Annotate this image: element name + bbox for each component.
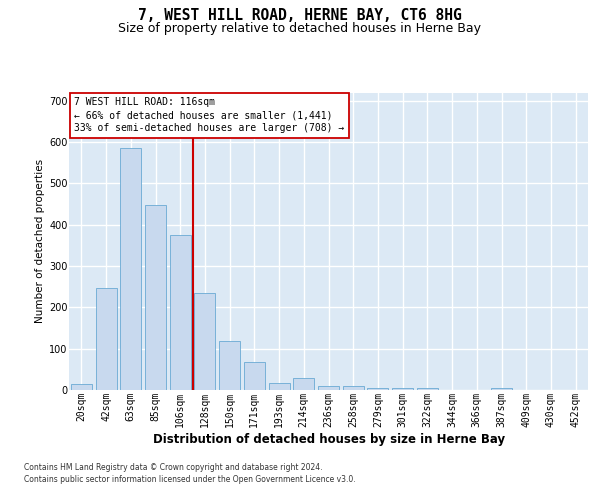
Text: Distribution of detached houses by size in Herne Bay: Distribution of detached houses by size … xyxy=(153,432,505,446)
Bar xyxy=(293,378,314,390)
Text: Size of property relative to detached houses in Herne Bay: Size of property relative to detached ho… xyxy=(119,22,482,35)
Text: 7 WEST HILL ROAD: 116sqm
← 66% of detached houses are smaller (1,441)
33% of sem: 7 WEST HILL ROAD: 116sqm ← 66% of detach… xyxy=(74,97,344,134)
Text: Contains public sector information licensed under the Open Government Licence v3: Contains public sector information licen… xyxy=(24,474,356,484)
Text: Contains HM Land Registry data © Crown copyright and database right 2024.: Contains HM Land Registry data © Crown c… xyxy=(24,464,323,472)
Bar xyxy=(269,382,290,390)
Bar xyxy=(367,388,388,390)
Bar xyxy=(194,293,215,390)
Bar xyxy=(491,388,512,390)
Bar xyxy=(392,388,413,390)
Bar xyxy=(318,386,339,390)
Text: 7, WEST HILL ROAD, HERNE BAY, CT6 8HG: 7, WEST HILL ROAD, HERNE BAY, CT6 8HG xyxy=(138,8,462,22)
Bar xyxy=(71,384,92,390)
Bar xyxy=(95,288,116,390)
Bar xyxy=(343,386,364,390)
Bar xyxy=(219,341,240,390)
Bar xyxy=(170,235,191,390)
Bar xyxy=(145,205,166,390)
Bar xyxy=(120,148,141,390)
Bar xyxy=(417,388,438,390)
Bar xyxy=(244,362,265,390)
Y-axis label: Number of detached properties: Number of detached properties xyxy=(35,159,45,324)
